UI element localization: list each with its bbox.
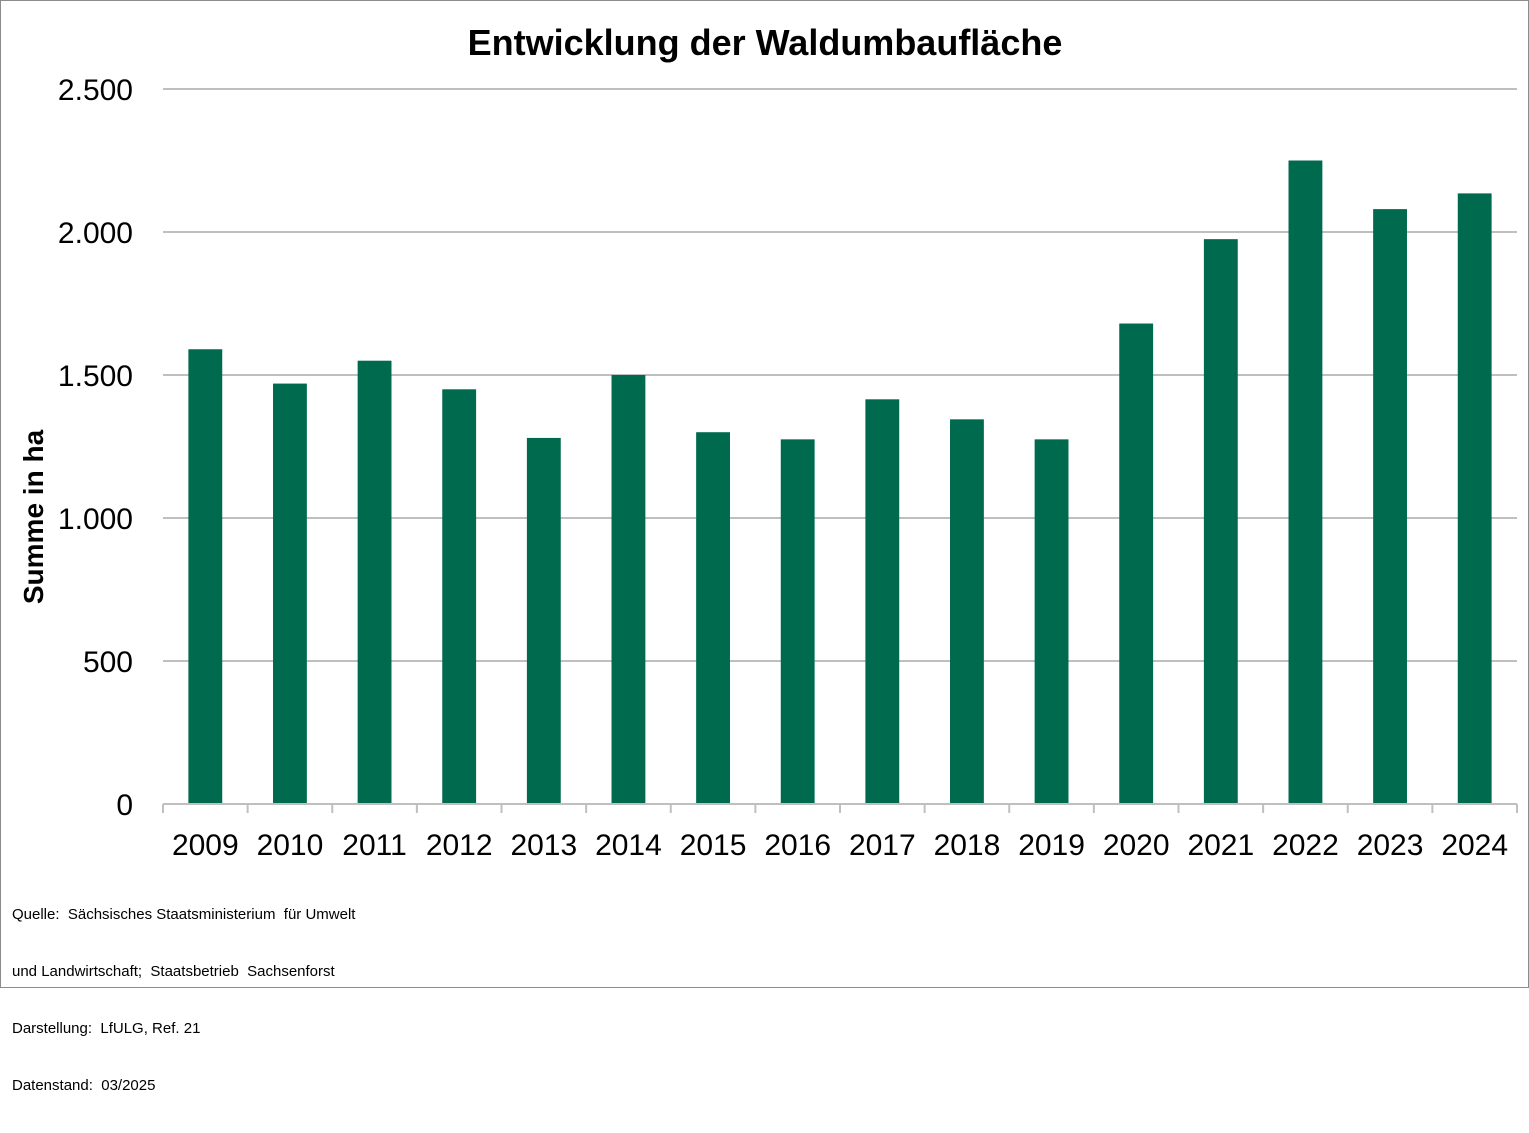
x-tick-label: 2023: [1357, 829, 1424, 862]
x-tick-label: 2019: [1018, 829, 1085, 862]
x-tick-label: 2010: [257, 829, 324, 862]
y-tick-label: 1.500: [58, 360, 133, 393]
footnote-line: und Landwirtschaft; Staatsbetrieb Sachse…: [12, 963, 335, 980]
x-tick-label: 2018: [934, 829, 1001, 862]
x-tick-label: 2022: [1272, 829, 1339, 862]
footnote-line: Quelle: Sächsisches Staatsministerium fü…: [12, 906, 356, 923]
bar: [357, 360, 392, 804]
x-tick-label: 2017: [849, 829, 916, 862]
chart-title: Entwicklung der Waldumbaufläche: [468, 22, 1063, 63]
x-tick-label: 2009: [172, 829, 239, 862]
y-tick-label: 2.500: [58, 74, 133, 107]
bar: [188, 349, 223, 804]
bar: [442, 389, 477, 804]
bar: [950, 419, 984, 804]
footnote-line: Datenstand: 03/2025: [12, 1077, 156, 1094]
chart-frame: Entwicklung der Waldumbaufläche Summe in…: [0, 0, 1529, 1094]
bar: [526, 437, 561, 804]
bar: [1288, 160, 1323, 804]
y-tick-labels: 0 500 1.000 1.500 2.000 2.500: [58, 74, 133, 822]
bar: [1457, 193, 1492, 804]
bar: [611, 375, 646, 804]
source-footnote: Quelle: Sächsisches Staatsministerium fü…: [12, 867, 355, 1133]
x-ticks: [162, 804, 1518, 813]
x-tick-label: 2021: [1187, 829, 1254, 862]
chart-canvas: Entwicklung der Waldumbaufläche Summe in…: [18, 22, 1518, 862]
footnote-line: Darstellung: LfULG, Ref. 21: [12, 1020, 201, 1037]
y-tick-label: 2.000: [58, 217, 133, 250]
bars: [188, 160, 1492, 804]
bar: [1034, 439, 1069, 804]
y-tick-label: 0: [116, 789, 133, 822]
bar: [696, 432, 730, 804]
bar: [865, 399, 900, 804]
x-tick-label: 2016: [764, 829, 831, 862]
x-tick-labels: 2009 2010 2011 2012 2013 2014 2015 2016 2017 2018…: [172, 829, 1508, 862]
x-tick-label: 2015: [680, 829, 747, 862]
x-tick-label: 2014: [595, 829, 662, 862]
y-tick-label: 1.000: [58, 503, 133, 536]
x-tick-label: 2020: [1103, 829, 1170, 862]
x-tick-label: 2011: [342, 829, 407, 862]
x-tick-label: 2024: [1441, 829, 1508, 862]
bar: [273, 383, 307, 804]
bar: [1203, 239, 1238, 804]
y-axis-label: Summe in ha: [18, 429, 49, 604]
bar: [1119, 323, 1154, 804]
bar: [1373, 209, 1407, 804]
x-tick-label: 2013: [510, 829, 577, 862]
y-tick-label: 500: [83, 646, 133, 679]
bar: [780, 439, 815, 804]
x-tick-label: 2012: [426, 829, 493, 862]
